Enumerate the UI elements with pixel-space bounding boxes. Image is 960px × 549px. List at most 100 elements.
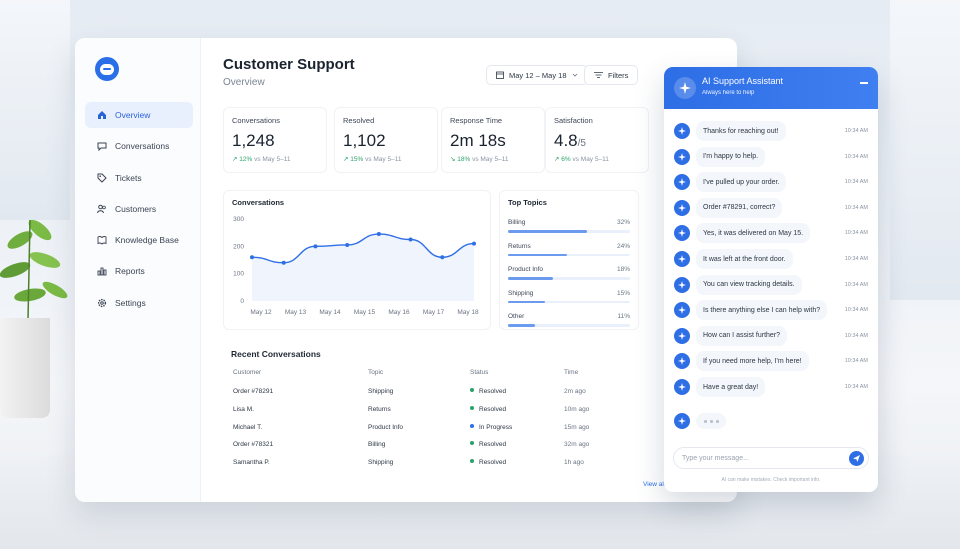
data-point[interactable] bbox=[440, 255, 445, 260]
topic-row: Returns 24% bbox=[508, 242, 630, 256]
chat-bubble-icon[interactable] bbox=[95, 57, 119, 81]
filters-button[interactable]: Filters bbox=[584, 65, 639, 85]
sparkle-icon bbox=[674, 276, 690, 293]
sidebar-item-label: Knowledge Base bbox=[115, 235, 179, 246]
message-time: 10:34 AM bbox=[844, 307, 868, 314]
data-point[interactable] bbox=[376, 232, 381, 237]
status-badge: Resolved bbox=[470, 459, 506, 466]
cell-customer: Michael T. bbox=[233, 423, 263, 431]
sidebar-item-label: Tickets bbox=[115, 172, 142, 183]
chat-icon bbox=[97, 141, 107, 152]
cell-time: 15m ago bbox=[564, 423, 590, 431]
message-time: 10:34 AM bbox=[844, 153, 868, 160]
sidebar-item-overview[interactable]: Overview bbox=[85, 102, 193, 128]
cell-topic: Shipping bbox=[368, 459, 394, 467]
topic-row: Shipping 15% bbox=[508, 289, 630, 303]
sidebar-item-customers[interactable]: Customers bbox=[85, 196, 193, 222]
dashboard-window: Overview Conversations Tickets Customers… bbox=[75, 38, 737, 502]
sidebar-item-settings[interactable]: Settings bbox=[85, 290, 193, 316]
sparkle-icon bbox=[674, 199, 690, 216]
table-row[interactable]: Michael T. Product Info In Progress 15m ago bbox=[233, 423, 633, 442]
date-range-button[interactable]: May 12 – May 18 bbox=[486, 65, 588, 85]
data-point[interactable] bbox=[313, 244, 318, 249]
message-bubble: Thanks for reaching out! bbox=[696, 121, 786, 141]
table-row[interactable]: Samantha P. Shipping Resolved 1h ago bbox=[233, 459, 633, 477]
cell-customer: Order #78291 bbox=[233, 388, 274, 395]
topic-row: Product Info 18% bbox=[508, 266, 630, 280]
data-point[interactable] bbox=[345, 242, 350, 247]
chat-message: I've pulled up your order. 10:34 AM bbox=[674, 172, 868, 193]
sidebar-item-reports[interactable]: Reports bbox=[85, 258, 193, 284]
topic-bar-track bbox=[508, 300, 630, 303]
message-time: 10:34 AM bbox=[844, 128, 868, 134]
x-tick-label: May 18 bbox=[457, 309, 479, 316]
y-tick-label: 300 bbox=[233, 216, 244, 223]
kpi-card-resolved: Resolved 1,102 ↗ 15% vs May 5–11 bbox=[334, 107, 438, 173]
column-header-topic: Topic bbox=[368, 369, 384, 376]
chat-message-input[interactable] bbox=[673, 447, 869, 469]
message-bubble: I'm happy to help. bbox=[696, 146, 766, 167]
cell-customer: Lisa M. bbox=[233, 405, 254, 413]
data-point[interactable] bbox=[250, 255, 254, 260]
topic-bar-track bbox=[508, 253, 630, 256]
topic-label: Shipping bbox=[508, 289, 534, 297]
cell-customer: Samantha P. bbox=[233, 459, 270, 467]
y-tick-label: 0 bbox=[240, 298, 244, 305]
send-button[interactable] bbox=[849, 451, 864, 466]
sidebar-item-conversations[interactable]: Conversations bbox=[85, 133, 193, 159]
table-row[interactable]: Order #78321 Billing Resolved 32m ago bbox=[233, 441, 633, 459]
message-bubble: Have a great day! bbox=[696, 377, 766, 397]
column-header-time: Time bbox=[564, 369, 579, 376]
kpi-value: 1,102 bbox=[343, 131, 386, 150]
calendar-icon bbox=[496, 71, 504, 79]
kpi-value: 4.8/5 bbox=[554, 131, 586, 150]
top-topics-panel: Top Topics Billing 32% Returns 24% Product I… bbox=[499, 190, 639, 330]
column-header-status: Status bbox=[470, 369, 489, 376]
data-point[interactable] bbox=[408, 237, 413, 242]
kpi-delta: ↗ 12% vs May 5–11 bbox=[232, 156, 291, 163]
chat-message: How can I assist further? 10:34 AM bbox=[674, 325, 868, 346]
message-bubble: It was left at the front door. bbox=[696, 249, 793, 269]
cell-topic: Billing bbox=[368, 441, 386, 449]
sidebar-item-knowledge-base[interactable]: Knowledge Base bbox=[85, 227, 193, 253]
message-bubble: How can I assist further? bbox=[696, 325, 788, 346]
data-point[interactable] bbox=[472, 241, 476, 246]
topic-label: Other bbox=[508, 313, 525, 320]
date-range-label: May 12 – May 18 bbox=[509, 70, 567, 80]
chat-disclaimer: AI can make mistakes. Check important in… bbox=[721, 477, 821, 483]
message-bubble: If you need more help, I'm here! bbox=[696, 351, 809, 372]
status-badge: Resolved bbox=[470, 405, 506, 413]
cell-time: 32m ago bbox=[564, 441, 590, 449]
table-row[interactable]: Lisa M. Returns Resolved 10m ago bbox=[233, 405, 633, 424]
cell-time: 2m ago bbox=[564, 388, 586, 395]
chat-header: AI Support Assistant Always here to help bbox=[664, 67, 878, 109]
minimize-icon[interactable] bbox=[860, 82, 868, 84]
filter-icon bbox=[594, 72, 603, 78]
chart-area bbox=[252, 234, 474, 301]
x-tick-label: May 15 bbox=[354, 309, 376, 316]
cell-time: 10m ago bbox=[564, 405, 590, 413]
tag-icon bbox=[97, 173, 107, 183]
chart-title: Conversations bbox=[232, 198, 285, 207]
kpi-label: Resolved bbox=[343, 116, 375, 125]
topic-percent: 18% bbox=[616, 266, 630, 273]
topic-bar-fill bbox=[508, 300, 546, 303]
chat-message: Is there anything else I can help with? 1… bbox=[674, 300, 868, 321]
chat-message: Yes, it was delivered on May 15. 10:34 AM bbox=[674, 223, 868, 244]
chat-message: Have a great day! 10:34 AM bbox=[674, 377, 868, 397]
kpi-label: Conversations bbox=[232, 116, 280, 125]
topic-percent: 15% bbox=[616, 289, 630, 297]
sidebar: Overview Conversations Tickets Customers… bbox=[75, 38, 201, 502]
status-badge: Resolved bbox=[470, 388, 506, 395]
table-row[interactable]: Order #78291 Shipping Resolved 2m ago bbox=[233, 388, 633, 406]
background-window bbox=[0, 0, 70, 220]
message-time: 10:34 AM bbox=[844, 384, 868, 390]
conversations-line-chart: 300 200 100 0 May 12 May 13 May 14 May 15 May 16… bbox=[233, 216, 479, 316]
message-time: 10:34 AM bbox=[844, 204, 868, 211]
y-tick-label: 200 bbox=[233, 243, 244, 250]
data-point[interactable] bbox=[281, 260, 286, 265]
kpi-card-satisfaction: Satisfaction 4.8/5 ↗ 6% vs May 5–11 bbox=[545, 107, 649, 173]
topic-label: Returns bbox=[508, 242, 531, 250]
sparkle-icon bbox=[674, 148, 690, 165]
sidebar-item-tickets[interactable]: Tickets bbox=[85, 165, 193, 191]
